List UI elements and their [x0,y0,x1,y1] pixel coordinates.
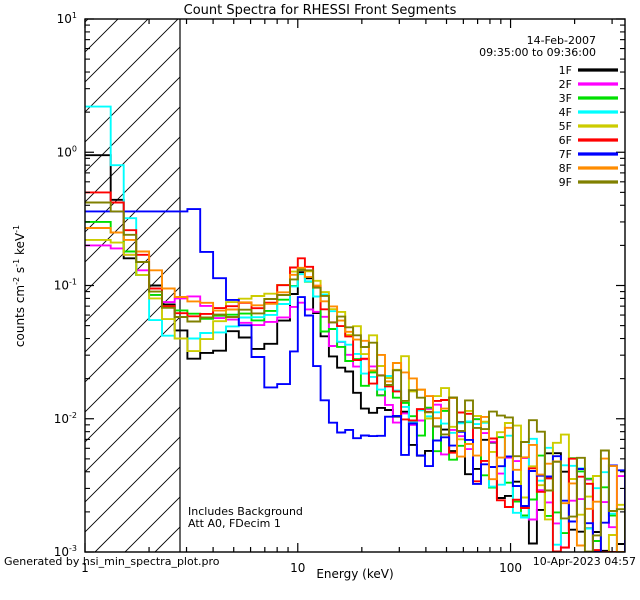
legend-label-9f: 9F [559,176,572,189]
y-axis-label-sup1: -2 [12,277,21,285]
y-axis-label-part2: s [13,267,27,277]
legend-label-6f: 6F [559,134,572,147]
footer-generator: Generated by hsi_min_spectra_plot.pro [4,555,220,568]
legend-label-8f: 8F [559,162,572,175]
y-axis-label-sup2: -1 [12,259,21,267]
series-line-9f [85,201,625,552]
x-tick-label: 10 [290,561,305,575]
y-axis-label: counts cm-2 s-1 keV-1 [12,225,27,347]
observation-date: 14-Feb-2007 [527,34,596,47]
annotation-line-1: Includes Background [188,505,303,518]
y-tick-label: 10-2 [54,411,77,426]
series-line-8f [85,227,625,552]
legend-label-5f: 5F [559,120,572,133]
y-tick-label: 10-3 [54,544,77,559]
axes-frame: 1 10 100 101 100 10-1 10-2 10-3 [54,11,626,575]
x-tick-label: 100 [499,561,522,575]
footer-timestamp: 10-Apr-2023 04:57 [533,555,636,568]
annotation-line-2: Att A0, FDecim 1 [188,517,281,530]
svg-text:counts cm-2 s-1 keV-1: counts cm-2 s-1 keV-1 [12,225,27,347]
y-axis-label-part3: keV [13,232,27,259]
legend-label-1f: 1F [559,64,572,77]
page-title: Count Spectra for RHESSI Front Segments [184,3,457,18]
spectra-curves [85,105,625,552]
y-axis-label-part1: counts cm [13,285,27,347]
legend-label-3f: 3F [559,92,572,105]
low-energy-hatched-region [85,19,180,552]
x-tick-label: 1 [81,561,89,575]
y-tick-label: 100 [57,144,77,159]
legend-label-2f: 2F [559,78,572,91]
legend-label-7f: 7F [559,148,572,161]
y-tick-label: 10-1 [54,278,77,293]
legend-label-4f: 4F [559,106,572,119]
observation-time-range: 09:35:00 to 09:36:00 [479,46,596,59]
y-tick-label: 101 [57,11,77,26]
series-line-3f [85,220,625,552]
x-axis-label: Energy (keV) [316,567,393,581]
y-axis-label-sup3: -1 [12,225,21,233]
series-line-7f [85,208,625,552]
